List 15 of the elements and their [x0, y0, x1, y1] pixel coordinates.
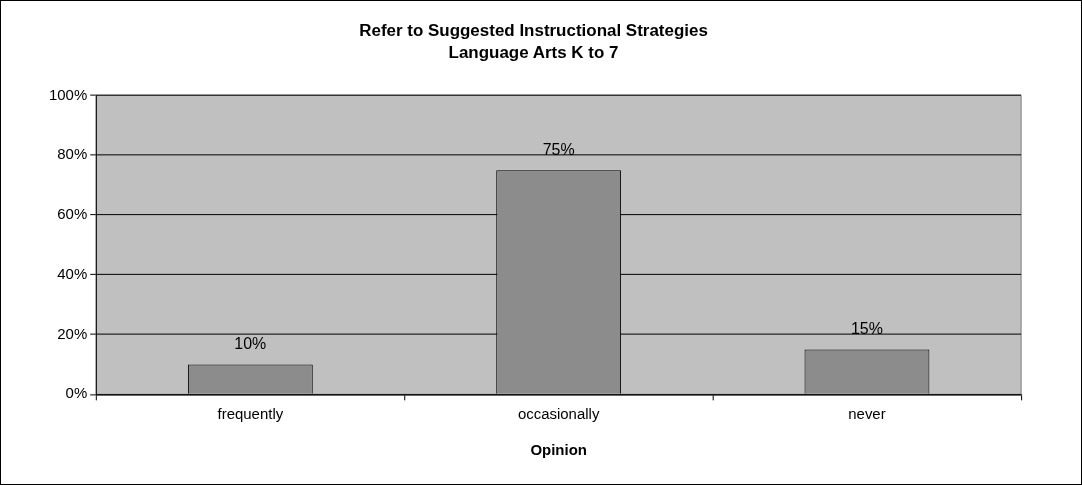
- y-tick-label: 60%: [57, 205, 88, 223]
- chart-subtitle: Language Arts K to 7: [448, 43, 619, 63]
- x-axis-title: Opinion: [530, 441, 587, 459]
- x-tick-label: occasionally: [517, 405, 600, 423]
- y-tick-label: 80%: [57, 145, 88, 163]
- y-tick-label: 40%: [57, 264, 88, 282]
- x-tick-label: frequently: [217, 405, 284, 423]
- y-tick-label: 100%: [48, 85, 88, 103]
- y-tick-label: 20%: [57, 324, 88, 342]
- x-tick-label: never: [848, 405, 886, 423]
- y-tick-label: 0%: [65, 384, 88, 402]
- data-label: 10%: [234, 334, 267, 352]
- chart-title: Refer to Suggested Instructional Strategies: [359, 20, 708, 40]
- data-label: 15%: [850, 320, 883, 337]
- data-label: 75%: [542, 140, 575, 158]
